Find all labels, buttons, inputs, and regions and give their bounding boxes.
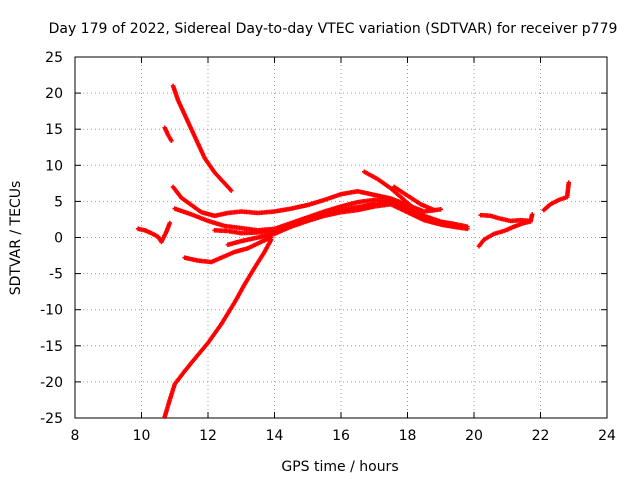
x-tick-label: 8: [71, 428, 80, 444]
chart-title: Day 179 of 2022, Sidereal Day-to-day VTE…: [49, 21, 618, 37]
data-series-11: [391, 184, 437, 213]
data-series-3: [170, 83, 234, 193]
data-point: [431, 207, 437, 213]
axes: [74, 56, 608, 419]
x-axis-label: GPS time / hours: [281, 459, 398, 475]
x-tick-label: 12: [199, 428, 217, 444]
plot-border: [74, 56, 608, 419]
x-tick-label: 18: [399, 428, 417, 444]
y-tick-label: -25: [40, 411, 63, 427]
y-tick-label: -20: [40, 375, 63, 391]
tick-labels: 8 10 12 14 16 18 20 22 24 -25 -20 -15 -10 -5 0 5 10 15 20 2…: [40, 50, 616, 444]
data-point: [465, 226, 470, 232]
y-axis-label: SDTVAR / TECUs: [8, 181, 24, 296]
y-tick-label: 25: [45, 50, 63, 66]
y-tick-label: 5: [54, 194, 63, 210]
y-tick-label: -15: [40, 339, 63, 355]
y-tick-label: 15: [45, 122, 63, 138]
x-tick-label: 16: [332, 428, 350, 444]
data-series-10: [361, 169, 417, 211]
data-point: [167, 220, 173, 226]
data-series-2: [162, 125, 174, 144]
y-tick-label: -10: [40, 303, 63, 319]
y-tick-label: -5: [49, 267, 63, 283]
x-tick-label: 20: [465, 428, 483, 444]
data-series-8: [182, 235, 274, 265]
data-point: [228, 188, 234, 193]
x-tick-label: 14: [266, 428, 284, 444]
data-point: [438, 207, 444, 212]
data-points: [135, 83, 572, 419]
data-point: [268, 237, 274, 242]
data-point: [411, 206, 417, 211]
x-tick-label: 10: [133, 428, 151, 444]
y-tick-label: 0: [54, 231, 63, 247]
data-point: [528, 218, 533, 224]
x-tick-label: 24: [598, 428, 616, 444]
data-point: [169, 138, 174, 144]
data-point: [529, 212, 535, 217]
data-series-14: [541, 180, 572, 213]
data-series-1: [135, 220, 173, 245]
y-tick-label: 20: [45, 86, 63, 102]
data-series-7: [225, 201, 470, 248]
data-series-13: [478, 212, 533, 224]
x-tick-label: 22: [532, 428, 550, 444]
y-tick-label: 10: [45, 158, 63, 174]
data-series-9: [162, 237, 274, 419]
data-point: [566, 180, 572, 185]
